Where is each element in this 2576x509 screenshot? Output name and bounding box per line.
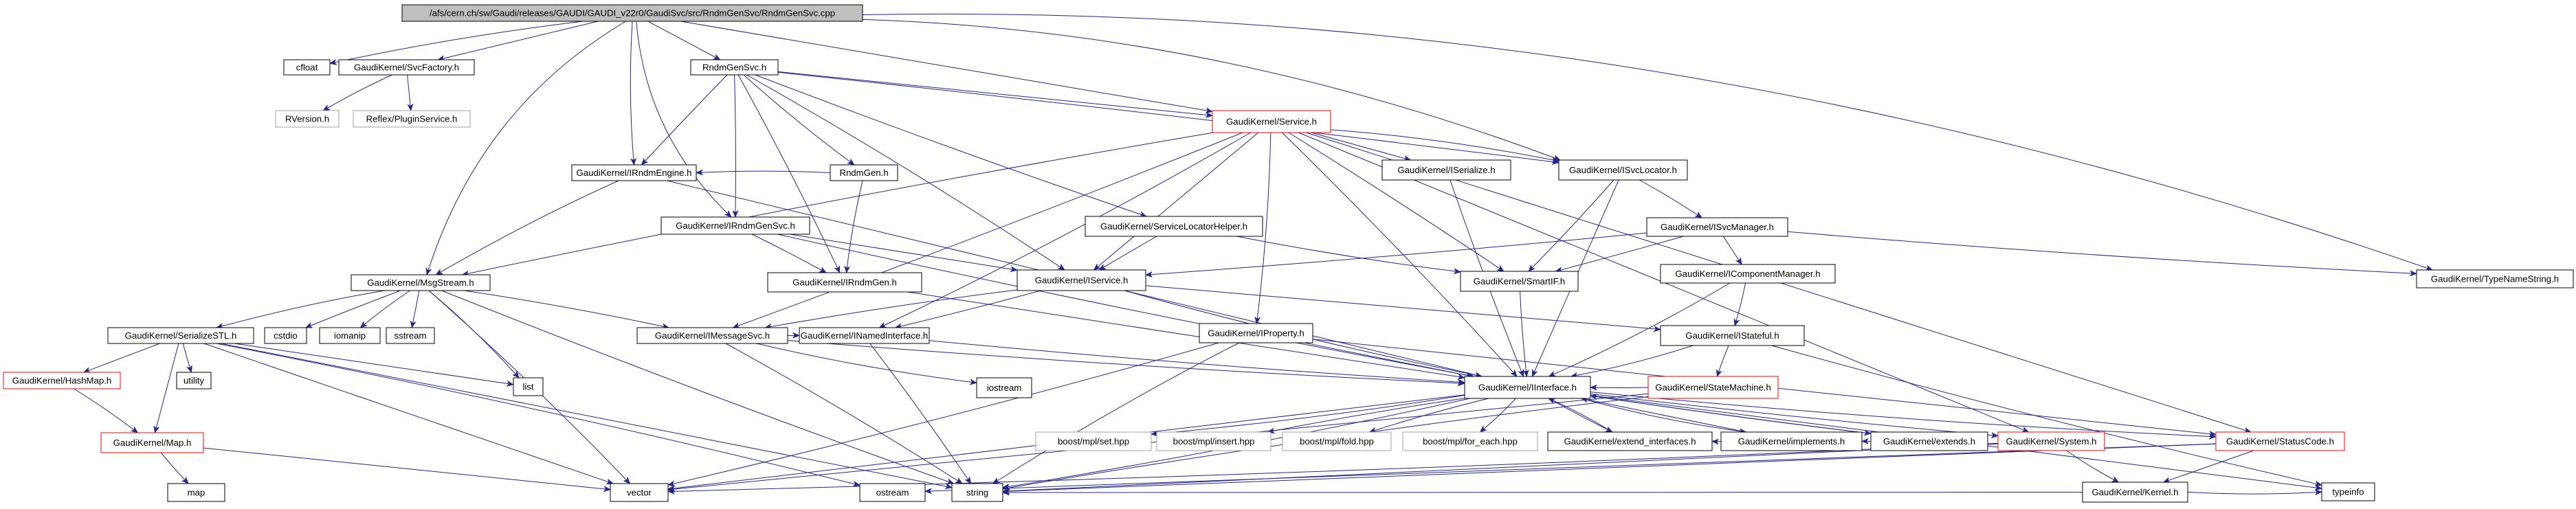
svg-text:GaudiKernel/System.h: GaudiKernel/System.h	[2006, 436, 2097, 446]
svg-text:GaudiKernel/SerializeSTL.h: GaudiKernel/SerializeSTL.h	[125, 330, 237, 341]
svg-text:sstream: sstream	[395, 330, 427, 341]
svg-text:ostream: ostream	[876, 488, 909, 498]
svg-text:GaudiKernel/IMessageSvc.h: GaudiKernel/IMessageSvc.h	[655, 330, 770, 341]
svg-text:cfloat: cfloat	[296, 63, 318, 73]
svg-text:RndmGen.h: RndmGen.h	[839, 168, 888, 178]
svg-text:GaudiKernel/ISvcManager.h: GaudiKernel/ISvcManager.h	[1661, 222, 1774, 232]
svg-text:GaudiKernel/extend_interfaces.: GaudiKernel/extend_interfaces.h	[1564, 436, 1696, 446]
svg-text:GaudiKernel/IStateful.h: GaudiKernel/IStateful.h	[1685, 330, 1779, 341]
svg-text:GaudiKernel/IRndmGen.h: GaudiKernel/IRndmGen.h	[792, 278, 897, 288]
svg-text:GaudiKernel/SvcFactory.h: GaudiKernel/SvcFactory.h	[354, 63, 459, 73]
svg-text:GaudiKernel/StatusCode.h: GaudiKernel/StatusCode.h	[2226, 436, 2334, 446]
svg-text:GaudiKernel/MsgStream.h: GaudiKernel/MsgStream.h	[367, 278, 474, 288]
svg-text:vector: vector	[627, 488, 652, 498]
svg-text:RndmGenSvc.h: RndmGenSvc.h	[702, 63, 766, 73]
svg-text:GaudiKernel/IComponentManager.: GaudiKernel/IComponentManager.h	[1675, 269, 1820, 279]
svg-text:iostream: iostream	[987, 383, 1022, 393]
svg-text:iomanip: iomanip	[334, 330, 366, 341]
svg-text:RVersion.h: RVersion.h	[285, 114, 329, 124]
svg-text:GaudiKernel/ISerialize.h: GaudiKernel/ISerialize.h	[1397, 165, 1495, 175]
svg-text:GaudiKernel/ServiceLocatorHelp: GaudiKernel/ServiceLocatorHelper.h	[1100, 221, 1247, 231]
svg-text:boost/mpl/insert.hpp: boost/mpl/insert.hpp	[1173, 436, 1255, 446]
svg-text:GaudiKernel/StateMachine.h: GaudiKernel/StateMachine.h	[1655, 383, 1771, 393]
svg-text:boost/mpl/set.hpp: boost/mpl/set.hpp	[1058, 436, 1129, 446]
svg-text:/afs/cern.ch/sw/Gaudi/releases: /afs/cern.ch/sw/Gaudi/releases/GAUDI/GAU…	[430, 8, 835, 19]
svg-text:list: list	[522, 382, 533, 392]
svg-text:utility: utility	[184, 376, 204, 386]
svg-text:GaudiKernel/HashMap.h: GaudiKernel/HashMap.h	[12, 376, 111, 386]
svg-text:GaudiKernel/IProperty.h: GaudiKernel/IProperty.h	[1208, 328, 1304, 339]
svg-text:typeinfo: typeinfo	[2332, 487, 2364, 497]
svg-text:Reflex/PluginService.h: Reflex/PluginService.h	[366, 114, 458, 124]
svg-text:string: string	[966, 488, 988, 498]
svg-text:map: map	[188, 488, 206, 498]
svg-text:cstdio: cstdio	[274, 330, 297, 341]
svg-text:GaudiKernel/IService.h: GaudiKernel/IService.h	[1035, 275, 1129, 286]
svg-text:GaudiKernel/IInterface.h: GaudiKernel/IInterface.h	[1478, 383, 1577, 393]
svg-text:GaudiKernel/Service.h: GaudiKernel/Service.h	[1226, 117, 1317, 127]
svg-text:GaudiKernel/Map.h: GaudiKernel/Map.h	[113, 438, 192, 448]
svg-text:GaudiKernel/ISvcLocator.h: GaudiKernel/ISvcLocator.h	[1569, 165, 1677, 175]
svg-text:GaudiKernel/Kernel.h: GaudiKernel/Kernel.h	[2091, 487, 2178, 497]
svg-text:boost/mpl/fold.hpp: boost/mpl/fold.hpp	[1300, 436, 1374, 446]
svg-text:GaudiKernel/IRndmGenSvc.h: GaudiKernel/IRndmGenSvc.h	[676, 220, 795, 231]
svg-text:GaudiKernel/INamedInterface.h: GaudiKernel/INamedInterface.h	[801, 330, 928, 341]
svg-text:GaudiKernel/implements.h: GaudiKernel/implements.h	[1738, 436, 1845, 446]
svg-text:GaudiKernel/IRndmEngine.h: GaudiKernel/IRndmEngine.h	[577, 168, 692, 178]
svg-text:GaudiKernel/SmartIF.h: GaudiKernel/SmartIF.h	[1474, 276, 1565, 286]
svg-text:GaudiKernel/extends.h: GaudiKernel/extends.h	[1883, 436, 1975, 446]
svg-text:boost/mpl/for_each.hpp: boost/mpl/for_each.hpp	[1423, 436, 1518, 446]
svg-text:GaudiKernel/TypeNameString.h: GaudiKernel/TypeNameString.h	[2431, 274, 2559, 284]
